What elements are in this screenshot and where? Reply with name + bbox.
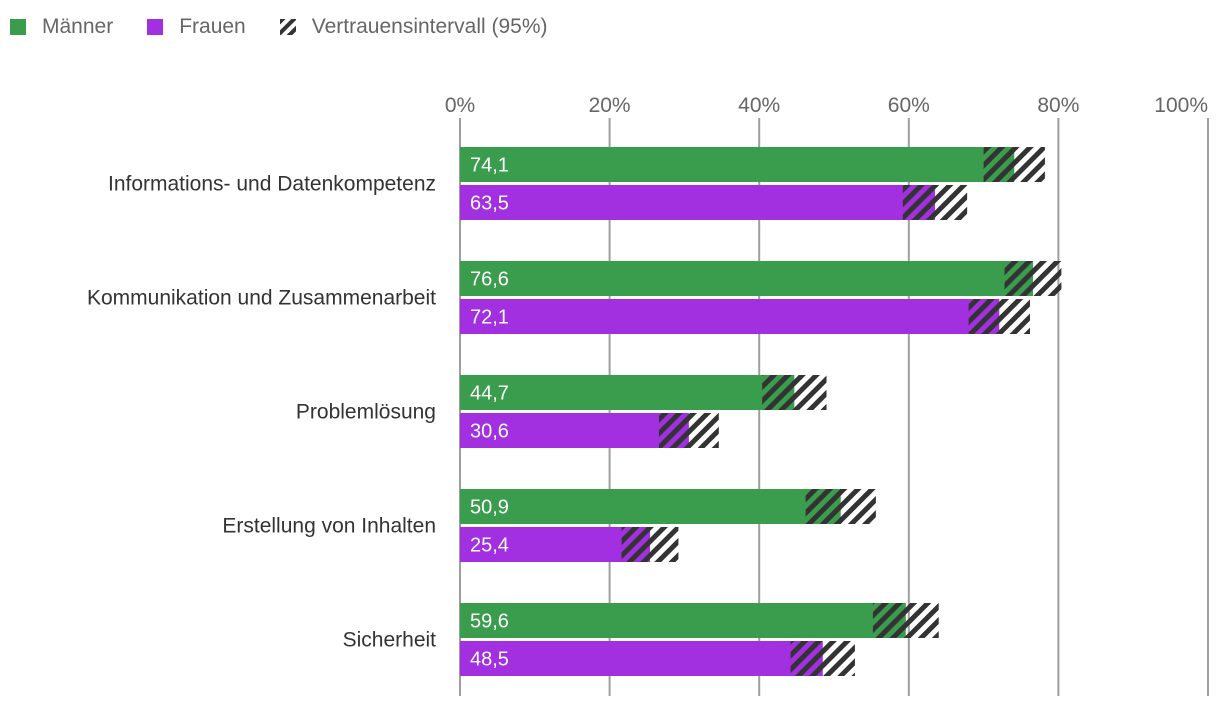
bar-value-label-maenner-3: 50,9 xyxy=(470,497,509,519)
legend-swatch-maenner xyxy=(10,19,26,35)
bar-frauen-0[interactable] xyxy=(460,185,935,220)
ci-maenner-0 xyxy=(983,147,1045,182)
bar-value-label-frauen-3: 25,4 xyxy=(470,535,509,557)
category-label-2: Problemlösung xyxy=(296,401,436,424)
ci-maenner-4 xyxy=(872,603,939,638)
category-labels: Informations- und Datenkompetenz Kommunik… xyxy=(87,173,436,652)
bar-value-label-maenner-2: 44,7 xyxy=(470,383,509,405)
x-tick-label-20: 20% xyxy=(589,94,631,117)
ci-frauen-2 xyxy=(658,413,719,448)
bar-maenner-4[interactable] xyxy=(460,603,906,638)
x-axis-ticks: 0% 20% 40% 60% 80% 100% xyxy=(445,94,1208,117)
bar-frauen-1[interactable] xyxy=(460,299,1000,334)
bar-value-label-frauen-1: 72,1 xyxy=(470,307,509,329)
bar-maenner-0[interactable] xyxy=(460,147,1015,182)
bar-value-label-maenner-4: 59,6 xyxy=(470,611,509,633)
x-tick-label-100: 100% xyxy=(1154,94,1208,117)
category-label-0: Informations- und Datenkompetenz xyxy=(108,173,436,196)
legend-swatch-frauen xyxy=(147,19,164,35)
legend: Männer Frauen Vertrauensintervall (95%) xyxy=(10,12,582,42)
ci-frauen-1 xyxy=(968,299,1030,334)
legend-label-ci: Vertrauensintervall (95%) xyxy=(311,15,548,38)
ci-frauen-0 xyxy=(902,185,968,220)
legend-item-maenner[interactable]: Männer xyxy=(10,15,113,39)
bar-value-label-frauen-0: 63,5 xyxy=(470,193,509,215)
category-label-3: Erstellung von Inhalten xyxy=(222,515,436,538)
bars-layer: 74,1 63,5 76,6 72,1 44,7 30,6 50,9 25,4 59,6 48,5 xyxy=(460,147,1062,676)
ci-maenner-3 xyxy=(805,489,876,524)
category-label-4: Sicherheit xyxy=(343,629,437,652)
x-tick-label-60: 60% xyxy=(888,94,930,117)
legend-item-ci[interactable]: Vertrauensintervall (95%) xyxy=(279,15,548,39)
bar-maenner-2[interactable] xyxy=(460,375,795,410)
bar-value-label-maenner-0: 74,1 xyxy=(470,155,509,177)
bar-maenner-1[interactable] xyxy=(460,261,1033,296)
bar-value-label-frauen-4: 48,5 xyxy=(470,649,509,671)
x-tick-label-40: 40% xyxy=(738,94,780,117)
ci-frauen-4 xyxy=(790,641,855,676)
bar-frauen-2[interactable] xyxy=(460,413,689,448)
bar-maenner-3[interactable] xyxy=(460,489,841,524)
x-tick-label-80: 80% xyxy=(1037,94,1079,117)
bar-frauen-4[interactable] xyxy=(460,641,823,676)
legend-label-maenner: Männer xyxy=(42,15,114,38)
bar-frauen-3[interactable] xyxy=(460,527,650,562)
bar-value-label-maenner-1: 76,6 xyxy=(470,269,509,291)
ci-frauen-3 xyxy=(621,527,679,562)
category-label-1: Kommunikation und Zusammenarbeit xyxy=(87,287,436,310)
legend-item-frauen[interactable]: Frauen xyxy=(147,15,246,39)
legend-swatch-ci-icon xyxy=(279,19,296,35)
legend-label-frauen: Frauen xyxy=(179,15,246,38)
ci-maenner-2 xyxy=(762,375,827,410)
x-tick-label-0: 0% xyxy=(445,94,475,117)
ci-maenner-1 xyxy=(1004,261,1062,296)
bar-value-label-frauen-2: 30,6 xyxy=(470,421,509,443)
